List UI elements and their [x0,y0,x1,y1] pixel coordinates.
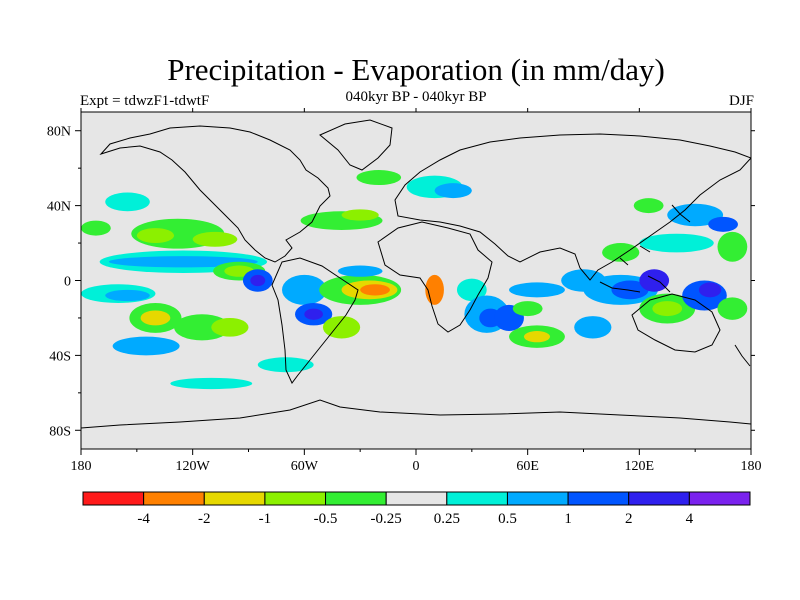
colorbar-label: -0.5 [314,511,338,527]
x-tick-label: 180 [71,459,92,474]
coastlines [81,119,751,429]
pe-region [108,256,258,268]
pe-region [105,289,150,302]
colorbar-label: -4 [137,511,150,527]
coast-eurasia [394,133,751,281]
pe-region [140,310,171,326]
pe-region [512,301,543,317]
pe-region [667,203,724,227]
colorbar-label: 1 [564,511,572,527]
map-axes: 180 120W 60W 0 60E 120E 180 80N 40N 0 40S 80S [47,108,762,474]
pe-region [639,269,670,292]
x-tick-label: 120W [176,459,211,474]
season-label: DJF [728,93,754,109]
pe-region [250,274,266,287]
pe-region [523,331,550,343]
x-tick-label: 180 [741,459,762,474]
pe-region [304,308,323,320]
pe-region [717,297,748,320]
coast-north-america [99,125,331,263]
pe-region [456,278,487,302]
plot-subtitle: 040kyr BP - 040kyr BP [345,89,487,105]
colorbar-label: 2 [625,511,633,527]
colorbar-swatch [446,491,508,506]
pe-region [112,336,180,356]
y-tick-label: 0 [64,275,71,290]
colorbar-label: -1 [259,511,272,527]
pe-region [356,170,402,186]
pe-region [360,284,390,296]
colorbar-swatch [143,491,205,506]
colorbar-swatch [567,491,630,506]
colorbar-swatch [325,491,387,506]
pe-region [633,198,664,214]
pe-region [717,231,748,262]
colorbar-swatch [688,491,751,506]
pe-region [639,233,714,253]
pe-region [509,282,565,298]
colorbar-swatch [506,491,569,506]
coast-maritime-islands [599,204,751,367]
coast-australia [631,293,721,353]
pe-region [174,314,230,341]
x-tick-label: 60E [516,459,539,474]
y-tick-label: 40N [47,200,71,215]
colorbar: -4 -2 -1 -0.5 -0.25 0.25 0.5 1 2 4 [82,491,751,527]
colorbar-swatch [628,491,690,506]
y-tick-label: 80S [49,424,71,439]
coast-africa [377,221,493,333]
colorbar-label: 0.5 [498,511,517,527]
experiment-label: Expt = tdwzF1-tdwtF [80,93,210,109]
pe-region [652,301,683,317]
pe-region [574,316,612,339]
colorbar-label: 4 [686,511,694,527]
x-tick-label: 120E [625,459,655,474]
pe-region [211,317,249,337]
plot-title: Precipitation - Evaporation (in mm/day) [167,52,665,87]
pe-region [337,265,383,277]
pe-region [698,282,722,298]
pe-region [170,377,253,390]
colorbar-label: 0.25 [434,511,460,527]
y-tick-label: 80N [47,125,71,140]
x-tick-label: 60W [291,459,319,474]
pe-region [192,231,238,247]
pe-region [602,243,640,262]
coast-south-america [271,257,359,384]
colorbar-label: -2 [198,511,211,527]
x-tick-label: 0 [413,459,420,474]
colorbar-swatch [82,491,145,506]
pe-region [81,220,111,236]
pe-region [341,209,379,221]
pe-region [322,316,361,339]
pe-region [282,274,327,305]
colorbar-label: -0.25 [371,511,402,527]
colorbar-swatch [264,491,327,506]
coast-greenland [319,119,393,171]
y-tick-label: 40S [49,349,71,364]
pe-region [708,216,738,232]
pe-region [434,183,472,199]
coast-antarctica [81,399,751,429]
colorbar-swatch [203,491,266,506]
pe-region [105,192,150,212]
pe-region [136,228,175,244]
colorbar-swatch [385,491,448,506]
